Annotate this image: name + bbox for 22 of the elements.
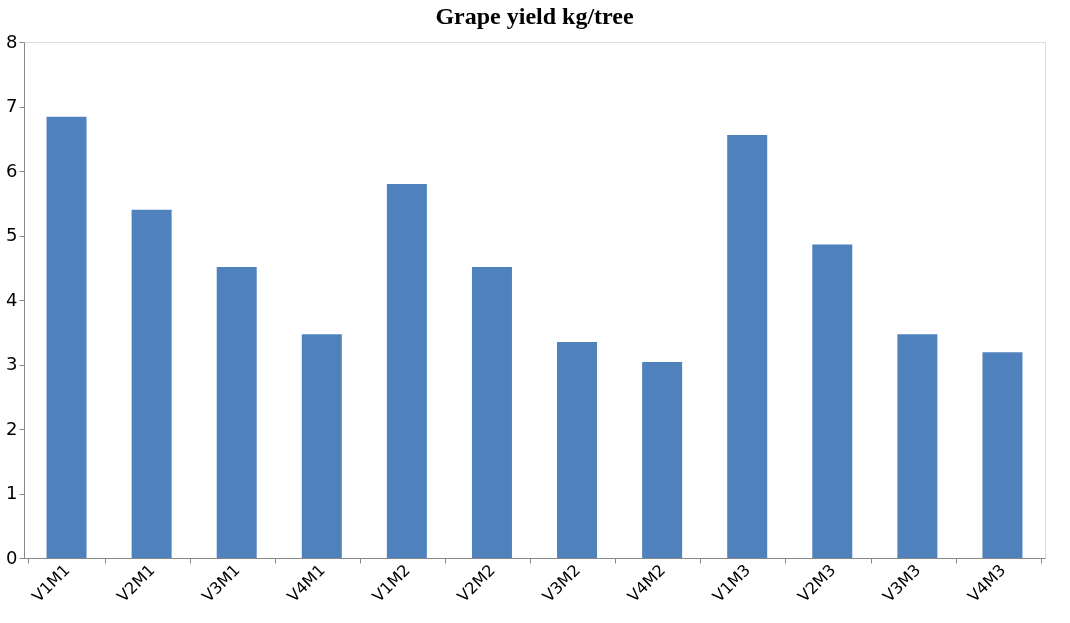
- bar: [46, 116, 87, 558]
- y-tick-label: 2: [6, 417, 18, 439]
- y-tick-label: 1: [6, 482, 18, 503]
- bar: [216, 267, 257, 558]
- y-tick-label: 4: [6, 288, 18, 310]
- bar: [727, 134, 768, 558]
- bar: [812, 244, 853, 558]
- bar: [301, 334, 342, 558]
- y-tick-label: 3: [6, 353, 18, 374]
- y-tick-label: 5: [6, 224, 18, 245]
- bar: [897, 334, 938, 558]
- bar: [386, 183, 427, 558]
- y-tick-label: 0: [6, 546, 18, 568]
- bar: [982, 352, 1023, 558]
- bar: [131, 209, 172, 558]
- chart-title: Grape yield kg/tree: [435, 3, 634, 29]
- y-tick-label: 6: [6, 159, 18, 181]
- bar: [557, 341, 598, 558]
- bar: [642, 361, 683, 558]
- y-tick-label: 7: [6, 95, 18, 116]
- y-tick-label: 8: [6, 30, 18, 52]
- bar: [471, 267, 512, 558]
